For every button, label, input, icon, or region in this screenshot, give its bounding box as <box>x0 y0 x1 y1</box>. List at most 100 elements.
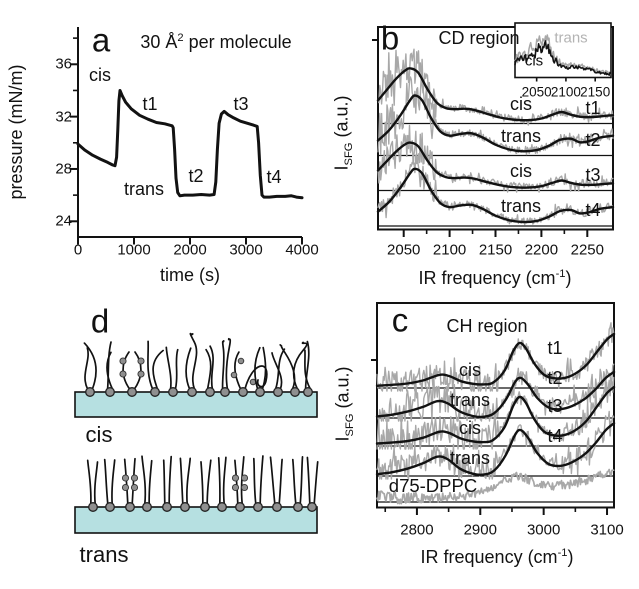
lipid-head <box>303 387 313 397</box>
lipid-head <box>272 502 282 512</box>
lipid-chain <box>179 457 184 505</box>
lipid-head <box>125 502 135 512</box>
azobenzene-dot <box>231 483 240 492</box>
lipid-chain <box>147 340 154 390</box>
azobenzene-dot <box>121 483 130 492</box>
lipid-chain <box>271 352 283 390</box>
lipid-head <box>88 502 98 512</box>
pressure-curve <box>76 89 304 200</box>
lipid-head <box>85 387 95 397</box>
lipid-chain <box>174 348 179 390</box>
lipid-chain <box>209 345 214 390</box>
lipid-chain <box>254 346 261 390</box>
spectrum-fit-cis-t1 <box>375 332 616 387</box>
azobenzene-dot <box>119 370 127 378</box>
lipid-chain <box>291 458 297 505</box>
lipid-chain <box>84 347 89 390</box>
azobenzene-dot <box>237 357 245 365</box>
lipid-head <box>180 502 190 512</box>
azobenzene-dot <box>137 370 145 378</box>
lipid-chain <box>217 456 221 505</box>
lipid-chain <box>306 456 311 505</box>
lipid-head <box>307 502 317 512</box>
azobenzene-dot <box>130 483 139 492</box>
lipid-chain <box>103 458 109 505</box>
spectrum-noise-cis-t1 <box>376 322 615 392</box>
lipid-chain <box>278 458 283 505</box>
lipid-chain-drooping <box>244 365 268 390</box>
azobenzene-dot <box>240 474 249 482</box>
lipid-chain <box>304 349 312 390</box>
lipid-head <box>255 387 265 397</box>
lipid-chain <box>222 456 227 505</box>
lipid-chain <box>299 456 304 505</box>
lipid-chain <box>274 348 286 390</box>
lipid-head <box>205 387 215 397</box>
spectrum-noise-cis-t3 <box>376 376 615 450</box>
lipid-chain <box>141 455 147 505</box>
lipid-head <box>235 502 245 512</box>
spectrum-noise-cis-t3 <box>377 124 614 193</box>
lipid-head <box>105 502 115 512</box>
lipid-head <box>187 387 197 397</box>
spectrum-fit-trans-t2 <box>376 94 615 153</box>
lipid-chain <box>165 346 172 390</box>
azobenzene-dot <box>137 357 145 365</box>
azobenzene-dot <box>130 474 139 482</box>
inset-frame <box>514 22 612 79</box>
lipid-chain <box>185 347 192 390</box>
lipid-chain <box>111 459 116 505</box>
lipid-head <box>162 502 172 512</box>
lipid-chain <box>133 351 142 390</box>
azobenzene-dot <box>230 371 238 379</box>
spectrum-fit-cis-t1 <box>376 67 615 122</box>
lipid-chain <box>152 349 164 390</box>
azobenzene-dot <box>121 474 130 482</box>
azobenzene-dot <box>119 357 127 365</box>
lipid-head <box>293 502 303 512</box>
inset-trace-cis <box>514 40 611 76</box>
lipid-chain <box>259 455 264 505</box>
panel-c-frame <box>376 302 615 509</box>
lipid-chain <box>189 332 198 390</box>
inset-trace-trans <box>514 34 611 76</box>
lipid-chain <box>106 341 112 390</box>
lipid-chain <box>86 459 92 505</box>
lipid-chain <box>206 459 212 505</box>
lipid-chain <box>234 459 239 505</box>
lipid-chain <box>186 457 192 505</box>
lipid-chain <box>292 341 308 390</box>
lipid-chain <box>225 337 232 390</box>
lipid-chain <box>269 456 276 505</box>
spectrum-fit-cis-t3 <box>375 385 616 445</box>
lipid-chain <box>123 458 129 505</box>
lipid-head <box>220 387 230 397</box>
lipid-head <box>127 387 137 397</box>
lipid-head <box>168 387 178 397</box>
spectrum-fit-cis-t3 <box>376 141 615 189</box>
lipid-chain <box>148 459 153 505</box>
azobenzene-dot <box>231 474 240 482</box>
lipid-chain <box>168 455 173 505</box>
lipid-chain <box>234 351 242 390</box>
lipid-chain <box>200 461 204 505</box>
membrane-trans <box>74 506 318 534</box>
lipid-chain <box>106 351 114 390</box>
lipid-chain <box>205 348 212 390</box>
reference-trace <box>376 468 615 505</box>
lipid-chain <box>122 351 131 390</box>
lipid-chain <box>83 342 97 390</box>
lipid-chain <box>221 340 225 390</box>
lipid-chain <box>252 457 257 505</box>
lipid-chain <box>261 346 267 390</box>
lipid-head <box>253 502 263 512</box>
lipid-head <box>217 502 227 512</box>
lipid-chain <box>304 340 310 390</box>
lipid-head <box>142 502 152 512</box>
lipid-chain <box>313 460 319 505</box>
azobenzene-dot <box>240 483 249 492</box>
spectrum-fit-trans-t2 <box>375 370 616 419</box>
lipid-chain <box>162 459 166 505</box>
